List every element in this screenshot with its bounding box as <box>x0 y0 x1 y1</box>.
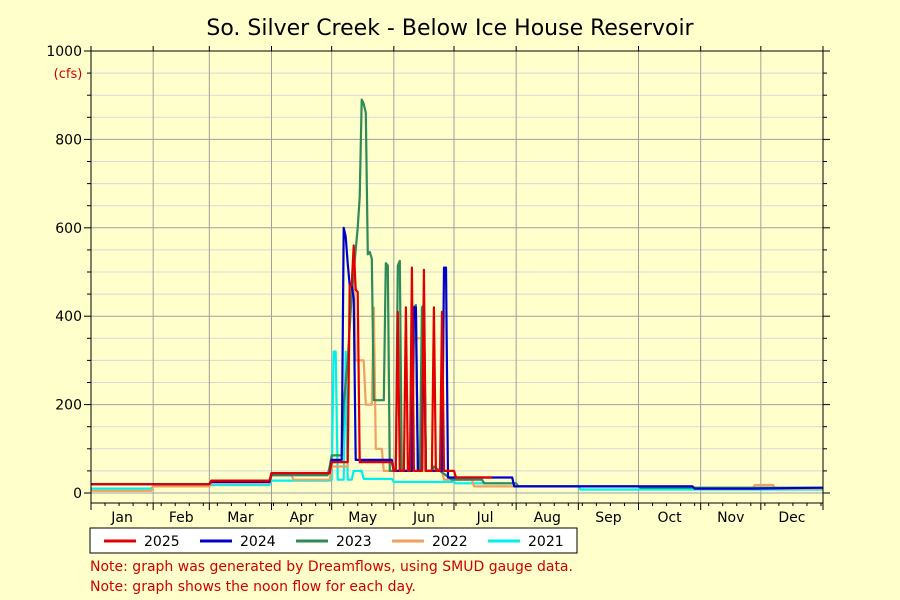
series-line-2021 <box>91 350 823 491</box>
series-line-2024 <box>91 226 824 490</box>
note-source: Note: graph was generated by Dreamflows,… <box>90 559 573 575</box>
x-tick-label-month: Jul <box>476 510 494 526</box>
legend-label-2025: 2025 <box>144 534 180 550</box>
x-tick-label-month: Jun <box>412 510 435 526</box>
legend-label-2021: 2021 <box>528 534 564 550</box>
plot-grid <box>91 50 823 503</box>
x-tick-label-month: Apr <box>289 510 313 526</box>
x-tick-label-month: Sep <box>595 510 622 526</box>
legend-label-2024: 2024 <box>240 534 276 550</box>
x-tick-label-month: May <box>348 510 377 526</box>
y-tick-label: 0 <box>73 486 82 502</box>
legend-box <box>89 527 578 554</box>
note-noon-flow: Note: graph shows the noon flow for each… <box>90 579 416 595</box>
y-tick-label: 1000 <box>46 44 82 60</box>
y-tick-label: 200 <box>55 398 82 414</box>
y-tick-label: 400 <box>55 309 82 325</box>
series-line-2025 <box>91 244 493 486</box>
series-line-2022 <box>91 253 823 492</box>
plot-series <box>91 98 824 492</box>
y-tick-label: 600 <box>55 221 82 237</box>
x-tick-label-month: Dec <box>778 510 805 526</box>
axis-ticks <box>84 46 830 510</box>
x-tick-label-month: Oct <box>657 510 682 526</box>
y-tick-label: 800 <box>55 132 82 148</box>
legend-label-2022: 2022 <box>432 534 468 550</box>
x-tick-label-month: Aug <box>534 510 561 526</box>
x-tick-label-month: Mar <box>227 510 254 526</box>
x-tick-label-month: Jan <box>110 510 133 526</box>
x-tick-label-month: Nov <box>717 510 744 526</box>
x-tick-label-month: Feb <box>169 510 194 526</box>
plot-frame <box>90 50 824 504</box>
chart-title: So. Silver Creek - Below Ice House Reser… <box>206 16 694 41</box>
axis-labels: 0 200 400 600 800 1000 Jan Feb Mar Apr May Jun Jul Au… <box>46 44 805 526</box>
legend-label-2023: 2023 <box>336 534 372 550</box>
y-axis-unit-label: (cfs) <box>54 67 83 82</box>
legend: 2025 2024 2023 2022 2021 <box>89 527 578 554</box>
